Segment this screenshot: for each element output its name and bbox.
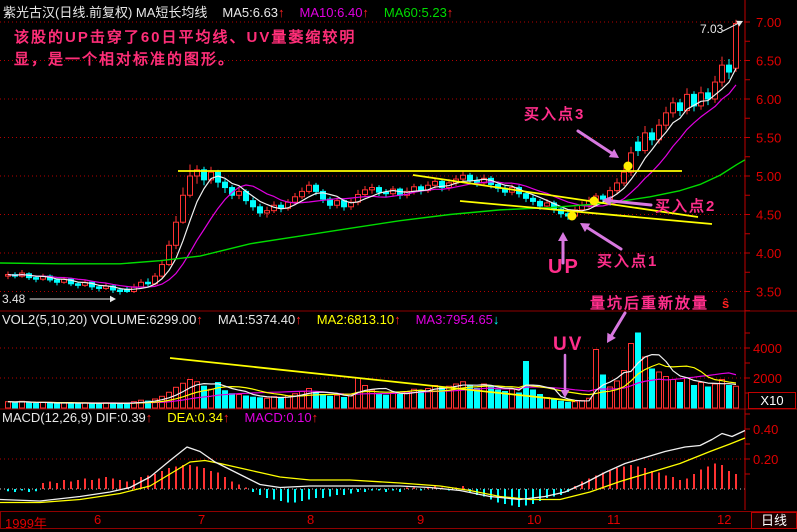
month-label: 10 [527, 512, 542, 527]
macd-up-arrow-icon: ↑ [311, 410, 319, 425]
axis-label: 5.00 [756, 169, 781, 184]
vol-ma1-value: MA1:5374.40 [217, 312, 296, 327]
axis-label: 2000 [753, 371, 782, 386]
ma60-value: MA60:5.23 [383, 5, 447, 20]
month-label: 12 [717, 512, 732, 527]
buy-point-1-label: 买入点1 [597, 253, 659, 270]
indicator-header-main: 紫光古汉(日线.前复权) MA短长均线 MA5:6.63↑ MA10:6.40↑… [3, 2, 453, 21]
axis-label: 0.20 [753, 452, 778, 467]
volume-value: VOL2(5,10,20) VOLUME:6299.00 [2, 312, 197, 327]
ma5-up-arrow-icon: ↑ [278, 5, 285, 20]
axis-label: 7.00 [756, 15, 781, 30]
volume-multiplier-badge: X10 [748, 392, 796, 409]
axis-label: 0.40 [753, 422, 778, 437]
indicator-header-macd: MACD(12,26,9) DIF:0.39↑ DEA:0.34↑ MACD:0… [2, 410, 318, 425]
ma5-value: MA5:6.63 [222, 5, 279, 20]
ma60-up-arrow-icon: ↑ [446, 5, 454, 20]
buy-point-3-label: 买入点3 [524, 106, 586, 123]
dea-up-arrow-icon: ↑ [222, 410, 230, 425]
indicator-header-volume: VOL2(5,10,20) VOLUME:6299.00↑ MA1:5374.4… [2, 312, 499, 327]
month-label: 8 [307, 512, 315, 527]
last-high-label: 7.03 [700, 22, 724, 36]
ex-rights-marker: ŝ [722, 296, 730, 311]
axis-label: 4.50 [756, 208, 781, 223]
macd-value: MACD:0.10 [244, 410, 312, 425]
period-selector[interactable]: 日线 [751, 512, 797, 529]
vol-ma2-up-arrow-icon: ↑ [394, 312, 401, 327]
month-label: 6 [94, 512, 102, 527]
volume-pit-note: 量坑后重新放量 [590, 295, 710, 312]
axis-label: 3.50 [756, 285, 781, 300]
axis-label: 4000 [753, 341, 782, 356]
dea-value: DEA:0.34 [167, 410, 223, 425]
vol-ma2-value: MA2:6813.10 [316, 312, 395, 327]
analysis-note: 该股的UP击穿了60日平均线、UV量萎缩较明 显，是一个相对标准的图形。 [14, 27, 356, 71]
month-label: 9 [417, 512, 425, 527]
start-low-label: 3.48 [2, 292, 26, 306]
axis-label: 6.00 [756, 92, 781, 107]
axis-label: 4.00 [756, 246, 781, 261]
year-label: 1999年 [5, 516, 47, 531]
vol-ma3-value: MA3:7954.65 [415, 312, 493, 327]
ma10-value: MA10:6.40 [299, 5, 363, 20]
month-label: 7 [198, 512, 206, 527]
time-axis: 1999年 [0, 511, 797, 531]
month-label: 11 [607, 512, 621, 527]
axis-label: 5.50 [756, 131, 781, 146]
analysis-note-line1: 该股的UP击穿了60日平均线、UV量萎缩较明 [14, 29, 357, 46]
up-label: UP [548, 256, 580, 278]
dif-value: MACD(12,26,9) DIF:0.39 [2, 410, 146, 425]
axis-label: 6.50 [756, 54, 781, 69]
vol-ma3-down-arrow-icon: ↓ [492, 312, 500, 327]
dif-up-arrow-icon: ↑ [145, 410, 153, 425]
analysis-note-line2: 显，是一个相对标准的图形。 [14, 51, 236, 68]
buy-point-2-label: 买入点2 [655, 198, 717, 215]
uv-label: UV [553, 334, 584, 355]
volume-up-arrow-icon: ↑ [196, 312, 203, 327]
chart-title: 紫光古汉(日线.前复权) MA短长均线 [3, 5, 208, 20]
ma10-up-arrow-icon: ↑ [362, 5, 369, 20]
vol-ma1-up-arrow-icon: ↑ [295, 312, 302, 327]
